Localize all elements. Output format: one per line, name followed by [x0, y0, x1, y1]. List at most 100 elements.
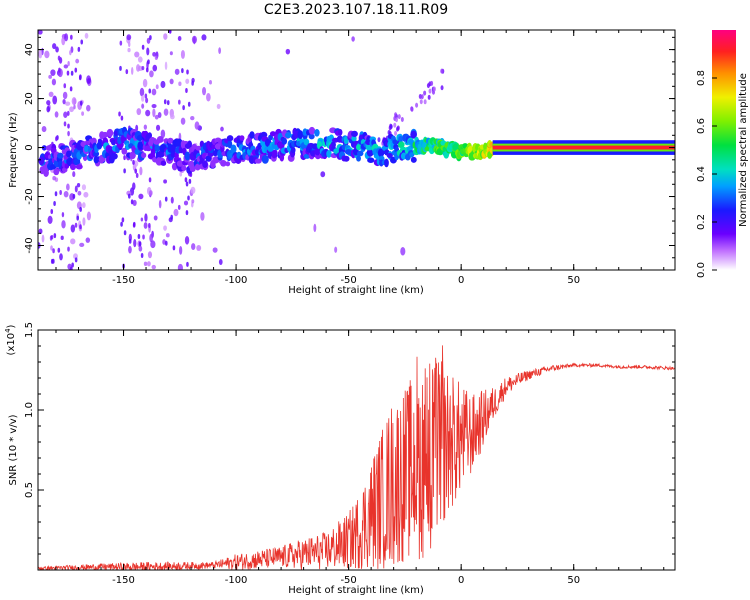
spectrogram-cell	[331, 141, 336, 148]
spectrogram-cell	[209, 79, 212, 85]
spectrogram-cell	[53, 201, 56, 207]
spectrogram-cell	[177, 36, 182, 41]
spectrogram-cell	[63, 190, 69, 198]
spectrogram-cell	[52, 43, 57, 50]
spectrogram-cell	[202, 160, 208, 168]
spectrogram-cell	[87, 78, 91, 84]
spectrogram-cell	[120, 115, 124, 121]
spectrogram-y-ticks: -40 -20 0 20 40	[24, 36, 675, 271]
spectrogram-cell	[143, 222, 148, 229]
spectrogram-cell	[123, 230, 127, 236]
spectrogram-cell	[57, 152, 64, 159]
spectrogram-cell	[38, 49, 43, 59]
spectrogram-cell	[61, 220, 66, 229]
spectrogram-cell	[63, 64, 69, 69]
spectrogram-cell	[51, 78, 57, 86]
spectrogram-cell	[129, 151, 136, 160]
spectrogram-cell	[149, 233, 153, 243]
spectrogram-cell	[426, 83, 430, 89]
spectrogram-cell	[57, 55, 61, 61]
spectrogram-cell	[419, 99, 423, 105]
spectrogram-x-label: Height of straight line (km)	[288, 285, 424, 296]
spectrogram-cell	[397, 114, 401, 120]
spectrogram-cell	[70, 70, 74, 76]
x-tick-label: -100	[225, 575, 248, 586]
spectrogram-cell	[57, 247, 61, 253]
spectrogram-cell	[410, 156, 417, 163]
spectrogram-cell	[106, 128, 114, 137]
spectrogram-cell	[84, 32, 89, 39]
y-tick-label: 0.5	[24, 482, 35, 498]
spectrogram-cell	[136, 64, 141, 72]
spectrogram-cell	[148, 177, 152, 183]
x-tick-label: -150	[112, 275, 135, 286]
spectrogram-cell	[225, 161, 231, 167]
spectrogram-cell	[149, 35, 152, 41]
spectrogram-cell	[160, 160, 167, 166]
spectrogram-cell	[76, 215, 80, 221]
spectrogram-cell	[61, 36, 66, 46]
snr-x-label: Height of straight line (km)	[288, 585, 424, 596]
snr-x-ticks: -150 -100 -50 0 50	[55, 330, 665, 586]
spectrogram-cell	[384, 158, 389, 168]
spectrogram-cell	[75, 164, 83, 170]
spectrogram-cell	[177, 204, 181, 210]
spectrogram-cell	[423, 99, 427, 105]
spectrogram-cell	[126, 34, 132, 41]
spectrogram-frame	[37, 29, 676, 271]
spectrogram-cell	[367, 157, 375, 164]
spectrogram-cell	[220, 160, 227, 167]
spectrogram-cell	[133, 239, 137, 248]
spectrogram-cell	[63, 121, 67, 127]
y-tick-label: 0	[24, 144, 35, 150]
spectrogram-cell	[167, 137, 174, 144]
spectrogram-cell	[78, 75, 82, 81]
spectrogram-cell	[120, 221, 123, 227]
spectrogram-cell	[148, 88, 152, 94]
spectrogram-cell	[168, 30, 172, 34]
spectrogram-cell	[427, 94, 431, 100]
spectrogram-cell	[131, 67, 134, 75]
spectrogram-cell	[152, 64, 158, 72]
spectrogram-cell	[69, 106, 74, 113]
spectrogram-cell	[80, 39, 84, 45]
spectrogram-cell	[110, 152, 118, 160]
spectrogram-cell	[162, 239, 166, 245]
spectrogram-cell	[194, 121, 200, 130]
colorbar-gradient	[712, 30, 736, 270]
snr-panel: -150 -100 -50 0 50 0.5 1.0 1.5 Height of strai…	[4, 322, 676, 596]
spectrogram-cell	[160, 129, 166, 139]
spectrogram-cell	[121, 147, 128, 155]
spectrogram-cell	[164, 61, 168, 71]
spectrogram-cell	[428, 88, 432, 94]
spectrogram-cell	[395, 117, 399, 123]
spectrogram-cell	[166, 100, 170, 106]
colorbar-ticks: 0.0 0.2 0.4 0.6 0.8	[696, 70, 717, 278]
spectrogram-cell	[356, 155, 361, 162]
spectrogram-cell	[70, 34, 73, 40]
spectrogram-cell	[290, 146, 296, 154]
spectrogram-cell	[180, 117, 186, 125]
spectrogram-cell	[72, 193, 76, 199]
spectrogram-cell	[249, 131, 255, 139]
spectrogram-cell	[409, 152, 414, 158]
colorbar: 0.0 0.2 0.4 0.6 0.8 Normalized spectral ampl…	[696, 30, 749, 278]
spectrogram-cell	[303, 138, 310, 146]
spectrogram-cell	[227, 139, 233, 149]
spectrogram-cell	[73, 104, 76, 110]
spectrogram-cell	[182, 105, 185, 111]
snr-y-label: SNR (10 * v/v)	[8, 414, 19, 485]
spectrogram-cell	[178, 81, 182, 86]
spectrogram-cell	[285, 132, 292, 139]
spectrogram-cell	[127, 47, 131, 53]
spectrogram-cell	[47, 215, 53, 224]
spectrogram-cell	[145, 109, 151, 117]
svg-text:(x104): (x104)	[4, 324, 17, 355]
spectrogram-cell	[140, 95, 145, 102]
spectrogram-cell	[141, 103, 145, 109]
spectrogram-cell	[423, 90, 427, 96]
spectrogram-cell	[81, 111, 85, 116]
spectrogram-cell	[132, 182, 136, 190]
spectrogram-cell	[123, 155, 126, 161]
spectrogram-cell	[50, 234, 54, 240]
